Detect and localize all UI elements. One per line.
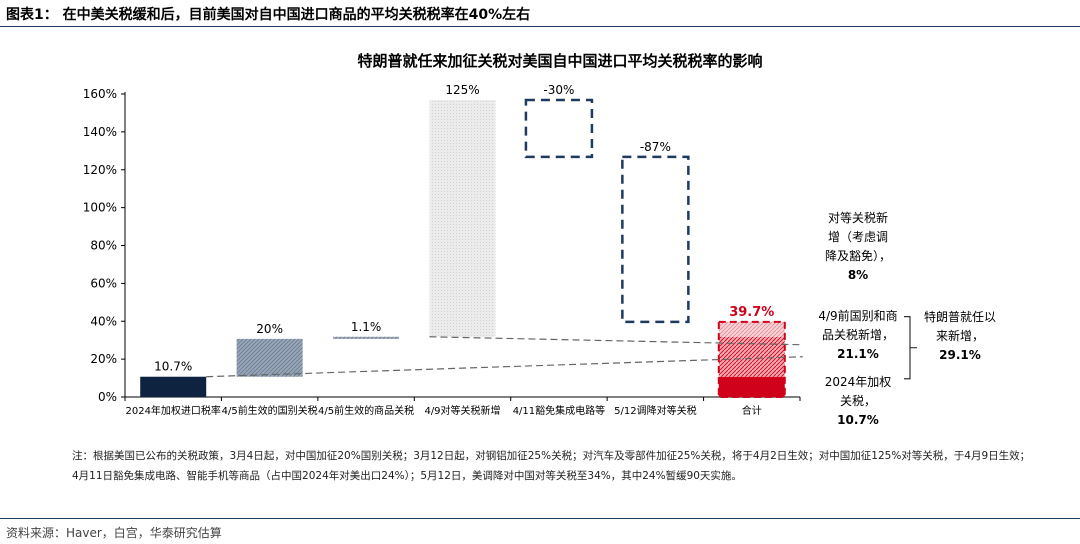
annotation-reciprocal-line: 增（考虑调 xyxy=(828,230,888,244)
footnote-line-1: 注：根据美国已公布的关税政策，3月4日起，对中国加征20%国别关税；3月12日起… xyxy=(72,450,1031,462)
y-tick-label: 120% xyxy=(83,163,117,177)
y-tick-label: 40% xyxy=(90,314,117,328)
annotation-reciprocal-line: 降及豁免）， xyxy=(825,248,891,263)
data-label-step-1: 10.7% xyxy=(154,360,192,374)
bar-step-2 xyxy=(236,338,303,377)
connector-pre-4-9 xyxy=(429,336,803,346)
y-tick-label: 100% xyxy=(83,201,117,215)
annotation-pre-4-9-line: 4/9前国别和商 xyxy=(818,308,897,323)
bar-total-segment-1 xyxy=(718,376,785,397)
annotation-brace-value: 29.1% xyxy=(939,348,981,362)
annotation-reciprocal-value: 8% xyxy=(848,268,868,282)
annotation-reciprocal-line: 对等关税新 xyxy=(828,210,888,225)
x-tick-label: 4/9对等关税新增 xyxy=(424,404,500,417)
connector-2024 xyxy=(206,356,803,378)
data-label-step-4: 125% xyxy=(445,83,479,97)
annotation-pre-4-9-line: 品关税新增， xyxy=(822,327,894,342)
y-tick-label: 140% xyxy=(83,125,117,139)
data-label-step-3: 1.1% xyxy=(351,320,382,334)
x-tick-label: 2024年加权进口税率 xyxy=(125,404,220,417)
annotation-2024-value: 10.7% xyxy=(837,413,879,427)
brace xyxy=(904,316,917,380)
y-tick-label: 80% xyxy=(90,239,117,253)
bar-step-1 xyxy=(140,376,207,397)
annotation-2024-line: 关税， xyxy=(840,394,876,408)
data-label-step-2: 20% xyxy=(256,322,283,336)
bar-step-4 xyxy=(429,100,496,337)
data-label-total: 39.7% xyxy=(729,305,774,320)
chart-bars xyxy=(140,98,786,398)
bar-step-6 xyxy=(621,155,690,324)
waterfall-chart: 特朗普就任来加征关税对美国自中国进口平均关税税率的影响 0% 20% 40% 60% 8… xyxy=(83,52,996,427)
data-label-step-5: -30% xyxy=(543,83,574,97)
footnote-line-2: 4月11日豁免集成电路、智能手机等商品（占中国2024年对美出口24%）；5月1… xyxy=(72,470,742,482)
chart-axes: 0% 20% 40% 60% 80% 100% 120% 140% 160% 2024年加权进口税… xyxy=(83,87,801,417)
annotation-2024-line: 2024年加权 xyxy=(825,375,892,389)
figure-header: 图表1： 在中美关税缓和后，目前美国对自中国进口商品的平均关税税率在40%左右 xyxy=(0,0,1080,27)
data-label-step-6: -87% xyxy=(640,140,671,154)
y-tick-label: 20% xyxy=(90,352,117,366)
x-tick-label: 合计 xyxy=(742,404,762,417)
y-tick-label: 60% xyxy=(90,276,117,290)
y-tick-label: 0% xyxy=(98,390,117,404)
annotation-pre-4-9-value: 21.1% xyxy=(837,347,879,361)
x-tick-label: 4/11豁免集成电路等 xyxy=(513,404,605,417)
source-note: 资料来源：Haver，白宫，华泰研究估算 xyxy=(6,526,222,540)
figure-title: 图表1： 在中美关税缓和后，目前美国对自中国进口商品的平均关税税率在40%左右 xyxy=(6,7,531,23)
chart-title: 特朗普就任来加征关税对美国自中国进口平均关税税率的影响 xyxy=(357,52,762,70)
y-tick-label: 160% xyxy=(83,87,117,101)
bar-step-3 xyxy=(333,336,400,339)
bar-step-5 xyxy=(524,98,594,159)
chart-labels: 10.7% 20% 1.1% 125% -30% -87% 39.7% xyxy=(154,83,774,374)
x-tick-label: 5/12调降对等关税 xyxy=(614,404,696,417)
bar-total-segment-3 xyxy=(718,321,785,337)
x-tick-label: 4/5前生效的商品关税 xyxy=(318,404,414,417)
annotation-brace-line: 来新增， xyxy=(936,328,984,343)
x-tick-label: 4/5前生效的国别关税 xyxy=(222,404,318,417)
divider xyxy=(0,518,1080,519)
annotation-brace-line: 特朗普就任以 xyxy=(924,309,996,324)
